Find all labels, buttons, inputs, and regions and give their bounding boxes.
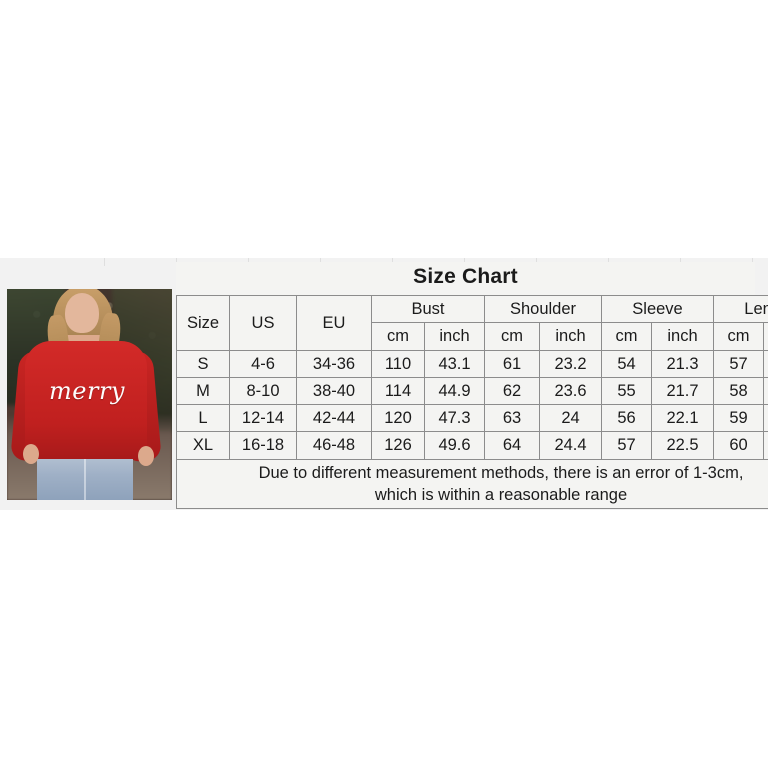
- table-row: M 8-10 38-40 114 44.9 62 23.6 55 21.7 58…: [176, 376, 768, 406]
- cell-sleeve-cm: 56: [601, 404, 652, 433]
- th-bust-cm: cm: [371, 322, 425, 351]
- table-row: XL 16-18 46-48 126 49.6 64 24.4 57 22.5 …: [176, 431, 768, 460]
- cell-size: L: [176, 404, 230, 433]
- th-length: Length: [713, 294, 768, 324]
- cell-length-inch: 23.3: [763, 404, 768, 433]
- cell-bust-inch: 49.6: [424, 431, 485, 460]
- cell-bust-cm: 120: [371, 404, 425, 433]
- cell-bust-inch: 44.9: [424, 376, 485, 406]
- cell-sleeve-inch: 22.1: [650, 404, 715, 433]
- size-chart: Size Chart Size US EU Bust: [175, 262, 768, 510]
- table-row: L 12-14 42-44 120 47.3 63 24 56 22.1 59 …: [176, 404, 768, 433]
- cell-shoulder-inch: 23.6: [539, 376, 602, 406]
- th-size: Size: [176, 295, 230, 351]
- model-jeans-seam: [84, 450, 86, 500]
- model-head: [65, 293, 99, 333]
- cell-eu: 38-40: [296, 376, 372, 406]
- cell-length-cm: 59: [713, 404, 765, 433]
- cell-size: S: [176, 349, 230, 378]
- cell-shoulder-inch: 24: [539, 404, 602, 433]
- th-sleeve: Sleeve: [600, 294, 715, 324]
- cell-size: XL: [176, 431, 230, 460]
- cell-us: 4-6: [229, 349, 297, 378]
- cell-length-inch: 22.5: [763, 349, 768, 378]
- cell-length-cm: 60: [713, 431, 765, 460]
- cell-bust-cm: 114: [371, 376, 425, 406]
- table-header-row-units: cm inch cm inch cm inch cm inch: [177, 322, 768, 351]
- product-photo: merry: [7, 289, 172, 500]
- cell-eu: 42-44: [296, 404, 372, 433]
- cell-us: 16-18: [229, 431, 297, 460]
- cell-shoulder-cm: 64: [484, 431, 540, 460]
- cell-shoulder-cm: 62: [484, 376, 540, 406]
- th-bust-inch: inch: [424, 322, 485, 351]
- th-us: US: [229, 295, 297, 351]
- cell-size: M: [176, 376, 230, 406]
- cell-shoulder-cm: 61: [484, 349, 540, 378]
- cell-shoulder-inch: 24.4: [539, 431, 602, 460]
- red-sweater: [25, 341, 147, 459]
- cell-sleeve-cm: 57: [601, 431, 652, 460]
- th-length-cm: cm: [713, 322, 765, 351]
- table-row: S 4-6 34-36 110 43.1 61 23.2 54 21.3 57 …: [176, 349, 768, 378]
- model-hand-left: [23, 444, 39, 464]
- model-hand-right: [138, 446, 154, 466]
- cell-length-cm: 58: [713, 376, 765, 406]
- measurement-note: Due to different measurement methods, th…: [175, 458, 768, 510]
- cell-shoulder-cm: 63: [484, 404, 540, 433]
- measurement-note-row: Due to different measurement methods, th…: [175, 458, 768, 510]
- size-table: Size US EU Bust Shoulder Sleeve Length c…: [175, 294, 768, 510]
- note-line-1: Due to different measurement methods, th…: [258, 463, 744, 482]
- cell-length-cm: 57: [713, 349, 765, 378]
- cell-eu: 46-48: [296, 431, 372, 460]
- th-sleeve-inch: inch: [650, 322, 715, 351]
- cell-us: 8-10: [229, 376, 297, 406]
- note-line-2: which is within a reasonable range: [374, 485, 628, 504]
- cell-sleeve-cm: 54: [601, 349, 652, 378]
- th-eu: EU: [296, 295, 372, 351]
- th-length-inch: inch: [763, 322, 768, 351]
- th-sleeve-cm: cm: [601, 322, 652, 351]
- cell-bust-inch: 43.1: [424, 349, 485, 378]
- cell-us: 12-14: [229, 404, 297, 433]
- cell-sleeve-inch: 21.3: [650, 349, 715, 378]
- cell-eu: 34-36: [296, 349, 372, 378]
- table-header-row-top: Size US EU Bust Shoulder Sleeve Length: [176, 294, 768, 351]
- th-shoulder-cm: cm: [484, 322, 540, 351]
- chart-title: Size Chart: [413, 265, 518, 288]
- cell-shoulder-inch: 23.2: [539, 349, 602, 378]
- cell-bust-cm: 110: [371, 349, 425, 378]
- cell-bust-cm: 126: [371, 431, 425, 460]
- cell-sleeve-inch: 22.5: [650, 431, 715, 460]
- cell-sleeve-inch: 21.7: [650, 376, 715, 406]
- cell-length-inch: 22.9: [763, 376, 768, 406]
- cell-length-inch: 23.7: [763, 431, 768, 460]
- cell-sleeve-cm: 55: [601, 376, 652, 406]
- sweater-graphic-text: merry: [49, 377, 125, 405]
- th-shoulder: Shoulder: [484, 294, 602, 324]
- cell-bust-inch: 47.3: [424, 404, 485, 433]
- th-shoulder-inch: inch: [539, 322, 602, 351]
- th-bust: Bust: [371, 294, 485, 324]
